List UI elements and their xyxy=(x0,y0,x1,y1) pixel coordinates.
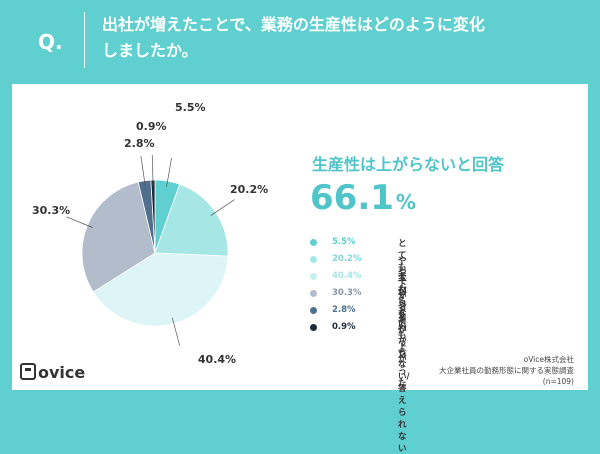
leader-line-4 xyxy=(66,216,93,228)
header: Q. 出社が増えたことで、業務の生産性はどのように変化 しましたか。 xyxy=(0,0,600,82)
pie-data-label-5: 2.8% xyxy=(124,137,155,150)
pie-data-label-4: 30.3% xyxy=(32,204,70,217)
pie-data-label-1: 5.5% xyxy=(175,101,206,114)
leader-line-3 xyxy=(171,317,181,346)
legend-label: とても上がった xyxy=(398,307,407,389)
pie-data-label-3: 40.4% xyxy=(198,353,236,366)
legend-swatch xyxy=(310,324,317,331)
legend-percent: 0.9% xyxy=(332,322,356,332)
legend-swatch xyxy=(310,239,317,246)
question-line-1: 出社が増えたことで、業務の生産性はどのように変化 xyxy=(102,15,485,34)
legend-label: 変わらない xyxy=(398,273,407,331)
legend-label: とても下がった xyxy=(398,239,407,321)
leader-line-6 xyxy=(151,155,154,186)
legend-swatch xyxy=(310,256,317,263)
leader-line-1 xyxy=(166,157,172,187)
source-sample-size: (n=109) xyxy=(542,377,574,386)
question-mark-label: Q. xyxy=(38,30,63,54)
header-divider xyxy=(84,12,85,68)
legend-swatch xyxy=(310,290,317,297)
ovice-logo: ovice xyxy=(20,363,85,382)
question-text: 出社が増えたことで、業務の生産性はどのように変化 しましたか。 xyxy=(102,12,572,64)
pie-chart: 5.5% 20.2% 40.4% 30.3% 2.8% 0.9% xyxy=(32,101,268,366)
leader-line-2 xyxy=(210,199,235,216)
source-survey: 大企業社員の勤務形態に関する実態調査 xyxy=(439,366,574,375)
pie-data-label-6: 0.9% xyxy=(136,120,167,133)
legend-swatch xyxy=(310,307,317,314)
legend-label: わからない/答えられない xyxy=(398,324,410,454)
legend-percent: 20.2% xyxy=(332,254,362,264)
question-line-2: しましたか。 xyxy=(102,41,198,60)
legend-label: やや下がった xyxy=(398,256,407,326)
legend-label: やや上がった xyxy=(398,290,407,360)
legend-swatch xyxy=(310,273,317,280)
summary-headline: 生産性は上がらないと回答 xyxy=(312,155,505,174)
source-note: oVice株式会社 大企業社員の勤務形態に関する実態調査 (n=109) xyxy=(439,354,574,387)
legend-percent: 40.4% xyxy=(332,271,362,281)
ovice-logo-icon xyxy=(20,363,36,380)
logo-text: ovice xyxy=(38,363,86,382)
legend-percent: 5.5% xyxy=(332,237,356,247)
legend-percent: 2.8% xyxy=(332,305,356,315)
summary-unit: % xyxy=(395,190,416,214)
summary-value: 66.1% xyxy=(310,178,416,222)
legend-percent: 30.3% xyxy=(332,288,362,298)
chart-card: 5.5% 20.2% 40.4% 30.3% 2.8% 0.9% 生産性は上がらないと回答… xyxy=(12,84,588,454)
leader-line-5 xyxy=(140,156,146,187)
summary-number: 66.1 xyxy=(310,178,394,218)
pie-data-label-2: 20.2% xyxy=(230,183,268,196)
source-company: oVice株式会社 xyxy=(523,355,574,364)
